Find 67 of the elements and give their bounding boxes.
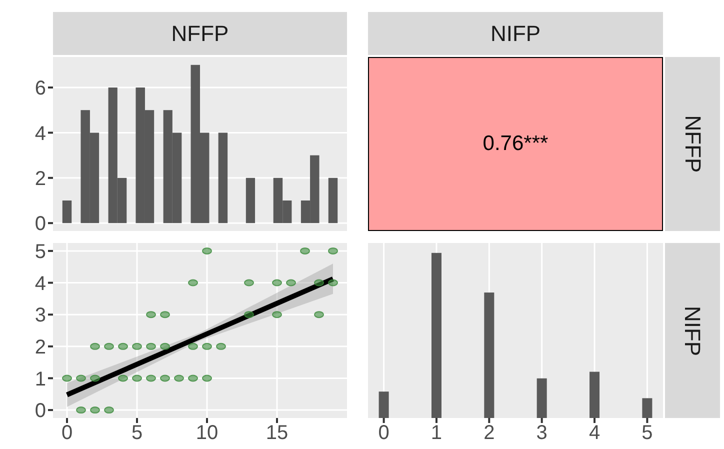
x-tick-label: 4 <box>588 422 600 444</box>
y-tick-label: 0 <box>34 213 46 236</box>
point <box>90 406 100 414</box>
bar <box>378 392 389 418</box>
text: NIFP <box>368 12 663 55</box>
point <box>188 374 198 382</box>
point <box>90 342 100 350</box>
point <box>118 342 128 350</box>
x-tick-label: 0 <box>378 422 390 444</box>
point <box>132 342 142 350</box>
bar <box>484 292 494 418</box>
point <box>160 342 170 350</box>
point <box>202 247 212 254</box>
point <box>76 374 86 382</box>
y-tick-label: 1 <box>34 368 46 390</box>
point <box>300 247 310 254</box>
point <box>202 342 212 350</box>
point <box>202 374 212 382</box>
bar <box>431 252 442 418</box>
point <box>62 374 72 382</box>
point <box>160 311 170 318</box>
bar <box>536 378 547 418</box>
x-tick-label: 2 <box>484 422 495 444</box>
point <box>160 374 170 382</box>
point <box>146 342 156 350</box>
y-tick-label: 5 <box>34 241 46 264</box>
chart-title: NFFP <box>53 12 347 55</box>
point <box>90 374 100 382</box>
y-tick-label: 4 <box>34 272 46 295</box>
text: NFFP <box>680 115 706 173</box>
x-tick-label: 10 <box>196 422 218 444</box>
point <box>174 374 184 382</box>
y-tick-label: 6 <box>34 78 46 100</box>
point <box>132 374 142 382</box>
bar <box>590 372 600 418</box>
point <box>146 311 156 318</box>
point <box>244 311 254 318</box>
y-tick-label: 3 <box>34 304 46 327</box>
y-tick-label: 0 <box>34 400 46 422</box>
x-tick-label: 15 <box>266 422 288 444</box>
point <box>188 342 198 350</box>
y-tick-label: 4 <box>34 122 46 145</box>
point <box>314 311 324 318</box>
y-tick-label: 2 <box>34 168 46 190</box>
point <box>76 406 86 414</box>
point <box>328 247 338 254</box>
point <box>314 279 324 286</box>
point <box>328 279 338 286</box>
text: 0.76*** <box>482 132 548 156</box>
x-tick-label: 3 <box>536 422 548 444</box>
point <box>104 406 114 414</box>
point <box>104 342 114 350</box>
bar <box>642 398 652 418</box>
x-tick-label: 5 <box>642 422 653 444</box>
point <box>272 311 282 318</box>
point <box>216 342 226 350</box>
point <box>188 279 198 286</box>
point <box>146 374 156 382</box>
y-tick-label: 2 <box>34 336 46 359</box>
x-tick-label: 0 <box>61 422 73 444</box>
y2-axis-title: NIFP <box>680 305 706 356</box>
point <box>118 374 128 382</box>
x-tick-label: 1 <box>430 422 442 444</box>
point <box>244 279 254 286</box>
point <box>272 279 282 286</box>
x-tick-label: 5 <box>131 422 143 444</box>
point <box>286 279 296 286</box>
